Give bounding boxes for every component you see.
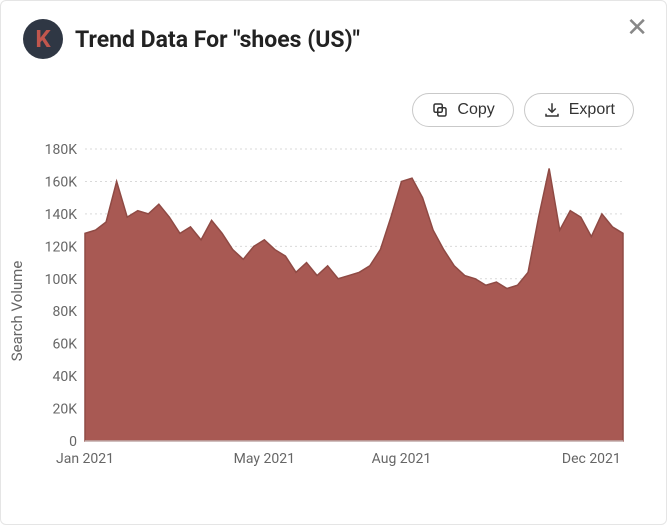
y-tick-label: 100K <box>45 272 78 288</box>
card-title: Trend Data For "shoes (US)" <box>75 26 360 53</box>
x-tick-label: Dec 2021 <box>562 451 621 467</box>
x-tick-label: Aug 2021 <box>372 451 432 467</box>
trend-area-chart: 0 20K 40K 60K 80K 100K 120K 140K 160K 180K Jan 202… <box>23 141 633 477</box>
copy-icon <box>431 101 449 119</box>
trend-card: ✕ K Trend Data For "shoes (US)" Copy Exp… <box>0 0 667 525</box>
y-tick-label: 40K <box>52 369 77 385</box>
y-tick-label: 0 <box>69 434 77 450</box>
chart-container: Search Volume 020K40K60K80K100K120K140K1… <box>23 141 644 481</box>
close-icon[interactable]: ✕ <box>626 15 648 41</box>
logo-k-icon: K <box>23 19 63 59</box>
x-tick-label: Jan 2021 <box>56 451 114 467</box>
copy-button[interactable]: Copy <box>412 93 513 127</box>
x-tick-label: May 2021 <box>234 451 295 467</box>
brand-logo: K <box>23 19 63 59</box>
export-button-label: Export <box>569 101 615 119</box>
card-header: K Trend Data For "shoes (US)" <box>23 19 644 59</box>
y-tick-label: 160K <box>45 174 78 190</box>
y-tick-label: 180K <box>45 142 78 158</box>
area-series <box>85 168 623 441</box>
copy-button-label: Copy <box>457 101 494 119</box>
y-tick-label: 140K <box>45 207 78 223</box>
toolbar: Copy Export <box>23 93 644 127</box>
y-tick-label: 20K <box>52 402 77 418</box>
y-tick-label: 80K <box>52 304 77 320</box>
download-icon <box>543 101 561 119</box>
export-button[interactable]: Export <box>524 93 634 127</box>
y-tick-label: 120K <box>45 239 78 255</box>
y-axis-label: Search Volume <box>8 261 26 362</box>
y-tick-label: 60K <box>52 337 77 353</box>
logo-letter: K <box>35 25 51 53</box>
